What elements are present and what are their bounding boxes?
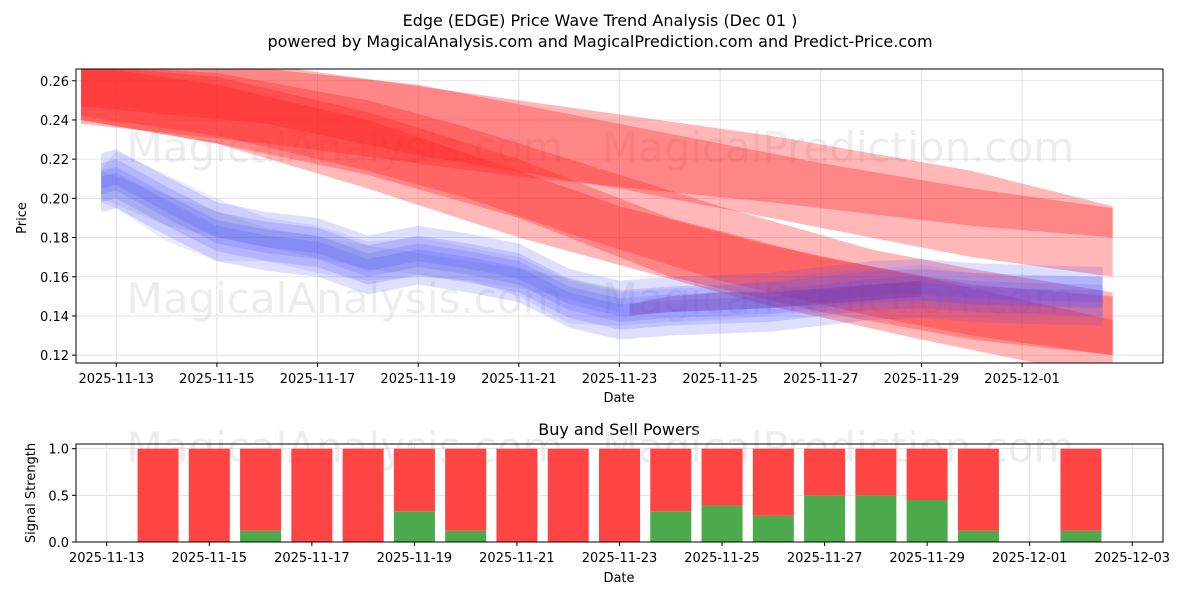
sell-bar [240,448,282,531]
price-series [81,69,1113,363]
sell-bar [393,448,435,512]
sell-bar [137,448,179,542]
x-tick-label: 2025-11-25 [684,551,760,566]
x-tick-label: 2025-11-15 [172,551,248,566]
x-tick-label: 2025-11-19 [380,372,456,387]
price-gridlines [76,69,1163,363]
sell-bar [650,448,692,512]
y-tick-label: 0.12 [40,349,69,364]
sell-bar [598,448,641,542]
y-tick-label: 0.16 [40,271,69,286]
buy-bar [906,500,948,542]
buy-bar [445,530,487,542]
y-tick-label: 0.26 [40,75,69,90]
sell-bar [906,448,948,500]
red-wave-band [81,69,1113,238]
buy-bar [1060,530,1102,542]
sell-bar [547,448,589,542]
y-tick-label: 0.14 [40,310,69,325]
price-x-ticks: 2025-11-13 2025-11-15 2025-11-17 2025-11-19… [78,363,1060,387]
sell-bar [496,448,538,542]
blue-wave-band [101,149,1103,340]
chart-title: Edge (EDGE) Price Wave Trend Analysis (D… [403,11,798,30]
sell-bar [752,448,794,516]
y-tick-label: 1.0 [48,443,69,458]
blue-wave-band [101,159,1103,330]
sell-bar [957,448,999,531]
x-tick-label: 2025-11-23 [582,551,658,566]
signal-chart-title: Buy and Sell Powers [538,420,700,439]
sell-bar [291,448,333,542]
price-y-ticks: 0.12 0.14 0.16 0.18 0.20 0.22 0.24 0.26 [40,75,76,364]
buy-bar [855,495,897,542]
red-wave-band [81,69,1113,356]
buy-bar [957,530,999,542]
x-tick-label: 2025-11-21 [479,551,555,566]
sell-bar [1060,448,1102,531]
signal-x-axis-label: Date [603,571,634,586]
x-tick-label: 2025-11-13 [78,372,154,387]
sell-bar [804,448,846,496]
blue-wave-band [101,151,1103,326]
green-wave-band [101,170,620,313]
watermark-text: MagicalAnalysis.com [127,274,564,323]
sell-bar [188,448,230,542]
signal-bars [137,448,1102,542]
y-tick-label: 0.18 [40,232,69,247]
x-tick-label: 2025-11-17 [274,551,350,566]
y-tick-label: 0.20 [40,192,69,207]
watermark-text: MagicalPrediction.com [602,274,1075,323]
sell-bar [855,448,897,496]
x-tick-label: 2025-12-03 [1094,551,1170,566]
blue-wave-band [101,172,1103,316]
buy-bar [393,511,435,542]
x-tick-label: 2025-11-29 [889,551,965,566]
buy-bar [240,530,282,542]
blue-wave-band [101,167,1103,322]
x-tick-label: 2025-11-25 [682,372,758,387]
purple-wave-band [629,280,922,316]
x-tick-label: 2025-12-01 [984,372,1060,387]
red-wave-band [81,69,1113,356]
price-y-axis-label: Price [15,202,30,234]
buy-bar [752,515,794,542]
x-tick-label: 2025-11-13 [69,551,145,566]
sell-bar [445,448,487,531]
buy-bar [701,505,743,542]
sell-bar [342,448,384,542]
x-tick-label: 2025-11-29 [884,372,960,387]
watermark-text: MagicalPrediction.com [602,123,1075,172]
x-tick-label: 2025-11-19 [377,551,453,566]
signal-x-ticks: 2025-11-13 2025-11-15 2025-11-17 2025-11-19… [69,542,1170,566]
price-panel: MagicalAnalysis.com MagicalPrediction.co… [15,68,1164,406]
buy-bar [650,511,692,542]
x-tick-label: 2025-11-23 [582,372,658,387]
y-tick-label: 0.0 [48,536,69,551]
price-x-axis-label: Date [603,391,634,406]
buy-bar [804,495,846,542]
sell-bar [701,448,743,506]
y-tick-label: 0.22 [40,153,69,168]
red-wave-band [81,69,1113,277]
x-tick-label: 2025-11-27 [787,551,863,566]
signal-y-ticks: 0.0 0.5 1.0 [48,443,76,551]
x-tick-label: 2025-11-15 [179,372,255,387]
x-tick-label: 2025-11-21 [481,372,557,387]
chart-subtitle: powered by MagicalAnalysis.com and Magic… [267,32,932,51]
signal-panel: Buy and Sell Powers MagicalAnalysis.com … [24,420,1170,586]
watermark-text: MagicalAnalysis.com [127,123,564,172]
x-tick-label: 2025-11-27 [783,372,859,387]
red-wave-band [81,69,1113,363]
y-tick-label: 0.24 [40,114,69,129]
x-tick-label: 2025-12-01 [992,551,1068,566]
y-tick-label: 0.5 [48,489,69,504]
price-watermarks: MagicalAnalysis.com MagicalPrediction.co… [127,123,1075,323]
signal-y-axis-label: Signal Strength [24,443,39,543]
x-tick-label: 2025-11-17 [280,372,356,387]
